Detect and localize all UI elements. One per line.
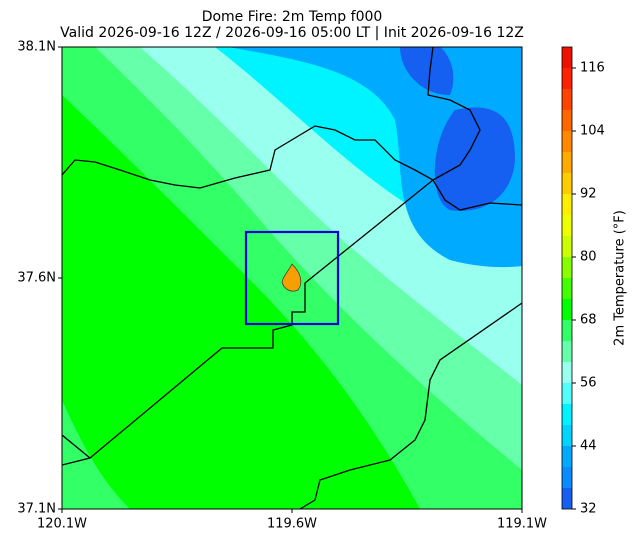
colorbar-tick-label: 104 bbox=[580, 124, 605, 139]
colorbar-segment bbox=[562, 236, 572, 257]
colorbar-segment bbox=[562, 383, 572, 404]
colorbar-tick-label: 68 bbox=[580, 313, 597, 328]
colorbar-segment bbox=[562, 446, 572, 467]
colorbar-tick-label: 116 bbox=[580, 61, 605, 76]
lon-tick-label: 120.1W bbox=[37, 517, 87, 532]
colorbar-segment bbox=[562, 194, 572, 215]
colorbar-tick-label: 44 bbox=[580, 439, 597, 454]
colorbar-frame bbox=[561, 46, 573, 510]
subtitle: Valid 2026-09-16 12Z / 2026-09-16 05:00 … bbox=[60, 25, 524, 41]
colorbar-segment bbox=[562, 89, 572, 110]
lat-tick-label: 38.1N bbox=[17, 40, 56, 55]
colorbar-segment bbox=[562, 488, 572, 509]
lat-tick-label: 37.6N bbox=[17, 271, 56, 286]
colorbar-segment bbox=[562, 257, 572, 278]
colorbar-segment bbox=[562, 404, 572, 425]
colorbar-segment bbox=[562, 173, 572, 194]
colorbar-segment bbox=[562, 320, 572, 341]
colorbar-tick-label: 56 bbox=[580, 376, 597, 391]
colorbar-segment bbox=[562, 215, 572, 236]
colorbar-segment bbox=[562, 47, 572, 68]
colorbar-tick-label: 92 bbox=[580, 187, 597, 202]
lat-tick-label: 37.1N bbox=[17, 502, 56, 517]
colorbar-segment bbox=[562, 467, 572, 488]
colorbar-segment bbox=[562, 278, 572, 299]
temperature-field bbox=[62, 47, 522, 509]
colorbar-segment bbox=[562, 152, 572, 173]
colorbar-segment bbox=[562, 362, 572, 383]
colorbar-segment bbox=[562, 425, 572, 446]
colorbar-segment bbox=[562, 68, 572, 89]
colorbar-segment bbox=[562, 110, 572, 131]
colorbar-segment bbox=[562, 299, 572, 320]
title: Dome Fire: 2m Temp f000 bbox=[202, 9, 383, 25]
colorbar-tick-label: 80 bbox=[580, 250, 597, 265]
colorbar-tick-label: 32 bbox=[580, 502, 597, 517]
lon-tick-label: 119.1W bbox=[497, 517, 547, 532]
colorbar-label: 2m Temperature (°F) bbox=[613, 210, 628, 346]
lon-tick-label: 119.6W bbox=[267, 517, 317, 532]
colorbar-segment bbox=[562, 131, 572, 152]
colorbar-segment bbox=[562, 341, 572, 362]
